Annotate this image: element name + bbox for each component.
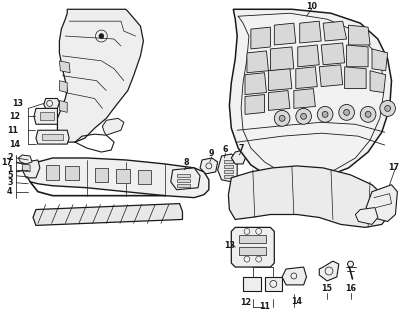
Circle shape: [316, 106, 332, 122]
Polygon shape: [246, 51, 268, 73]
Circle shape: [359, 106, 375, 122]
Circle shape: [295, 108, 311, 124]
Polygon shape: [59, 81, 67, 93]
Text: 13: 13: [223, 241, 234, 250]
Text: 14: 14: [291, 297, 302, 306]
Text: 4: 4: [7, 187, 12, 196]
Polygon shape: [137, 170, 151, 184]
Polygon shape: [217, 154, 237, 182]
Polygon shape: [250, 27, 270, 49]
Circle shape: [99, 33, 103, 38]
Polygon shape: [243, 277, 260, 291]
Polygon shape: [42, 134, 63, 140]
Polygon shape: [282, 267, 306, 285]
Polygon shape: [176, 174, 190, 177]
Polygon shape: [346, 45, 367, 67]
Polygon shape: [348, 25, 369, 45]
Circle shape: [364, 111, 370, 117]
Text: 15: 15: [321, 284, 332, 293]
Text: 10: 10: [305, 2, 316, 11]
Polygon shape: [369, 71, 385, 93]
Text: 2: 2: [7, 153, 12, 162]
Polygon shape: [299, 21, 320, 43]
Text: 11: 11: [7, 126, 18, 135]
Polygon shape: [239, 235, 266, 243]
Text: 12: 12: [240, 298, 251, 307]
Polygon shape: [318, 261, 338, 281]
Circle shape: [279, 115, 284, 121]
Polygon shape: [200, 158, 217, 174]
Polygon shape: [116, 169, 130, 183]
Polygon shape: [297, 45, 318, 67]
Polygon shape: [102, 118, 124, 135]
Polygon shape: [33, 203, 182, 225]
Polygon shape: [40, 112, 53, 120]
Circle shape: [347, 261, 352, 267]
Text: 3: 3: [7, 178, 12, 187]
Circle shape: [273, 110, 289, 126]
Polygon shape: [371, 49, 387, 71]
Polygon shape: [22, 160, 40, 178]
Text: 12: 12: [9, 112, 20, 121]
Polygon shape: [26, 158, 209, 198]
Circle shape: [384, 105, 390, 111]
Polygon shape: [170, 168, 200, 190]
Polygon shape: [59, 61, 70, 73]
Polygon shape: [264, 277, 282, 291]
Polygon shape: [34, 108, 57, 124]
Polygon shape: [22, 164, 30, 172]
Text: 9: 9: [209, 149, 214, 157]
Polygon shape: [244, 73, 266, 95]
Polygon shape: [223, 170, 233, 173]
Text: 16: 16: [344, 284, 355, 293]
Text: 8: 8: [183, 158, 189, 167]
Polygon shape: [268, 90, 289, 110]
Polygon shape: [231, 150, 246, 164]
Text: 7: 7: [238, 144, 243, 152]
Polygon shape: [46, 165, 59, 180]
Polygon shape: [228, 166, 389, 227]
Polygon shape: [320, 43, 344, 65]
Polygon shape: [322, 21, 346, 41]
Polygon shape: [295, 67, 316, 89]
Circle shape: [300, 113, 306, 119]
Polygon shape: [365, 185, 397, 221]
Text: 14: 14: [9, 140, 20, 149]
Text: 17: 17: [2, 158, 12, 167]
Polygon shape: [36, 130, 69, 144]
Circle shape: [338, 105, 354, 120]
Polygon shape: [223, 160, 233, 163]
Polygon shape: [344, 67, 365, 89]
Polygon shape: [18, 155, 32, 164]
Polygon shape: [223, 165, 233, 168]
Polygon shape: [293, 89, 314, 108]
Polygon shape: [270, 47, 293, 71]
Text: 11: 11: [258, 302, 269, 311]
Polygon shape: [231, 227, 273, 267]
Text: 1: 1: [7, 165, 12, 174]
Circle shape: [343, 110, 348, 115]
Text: 6: 6: [222, 145, 228, 154]
Circle shape: [379, 100, 395, 116]
Polygon shape: [176, 184, 190, 187]
Polygon shape: [94, 168, 108, 182]
Polygon shape: [273, 23, 295, 45]
Circle shape: [321, 111, 327, 117]
Polygon shape: [223, 175, 233, 178]
Polygon shape: [354, 208, 377, 224]
Polygon shape: [65, 166, 79, 180]
Polygon shape: [239, 247, 266, 255]
Polygon shape: [57, 9, 143, 142]
Text: 17: 17: [387, 163, 398, 172]
Polygon shape: [244, 95, 264, 114]
Polygon shape: [59, 100, 67, 112]
Text: 13: 13: [12, 99, 23, 108]
Polygon shape: [268, 69, 291, 90]
Polygon shape: [44, 99, 59, 108]
Polygon shape: [176, 179, 190, 182]
Polygon shape: [318, 65, 342, 87]
Polygon shape: [229, 9, 391, 182]
Text: 5: 5: [7, 171, 12, 180]
